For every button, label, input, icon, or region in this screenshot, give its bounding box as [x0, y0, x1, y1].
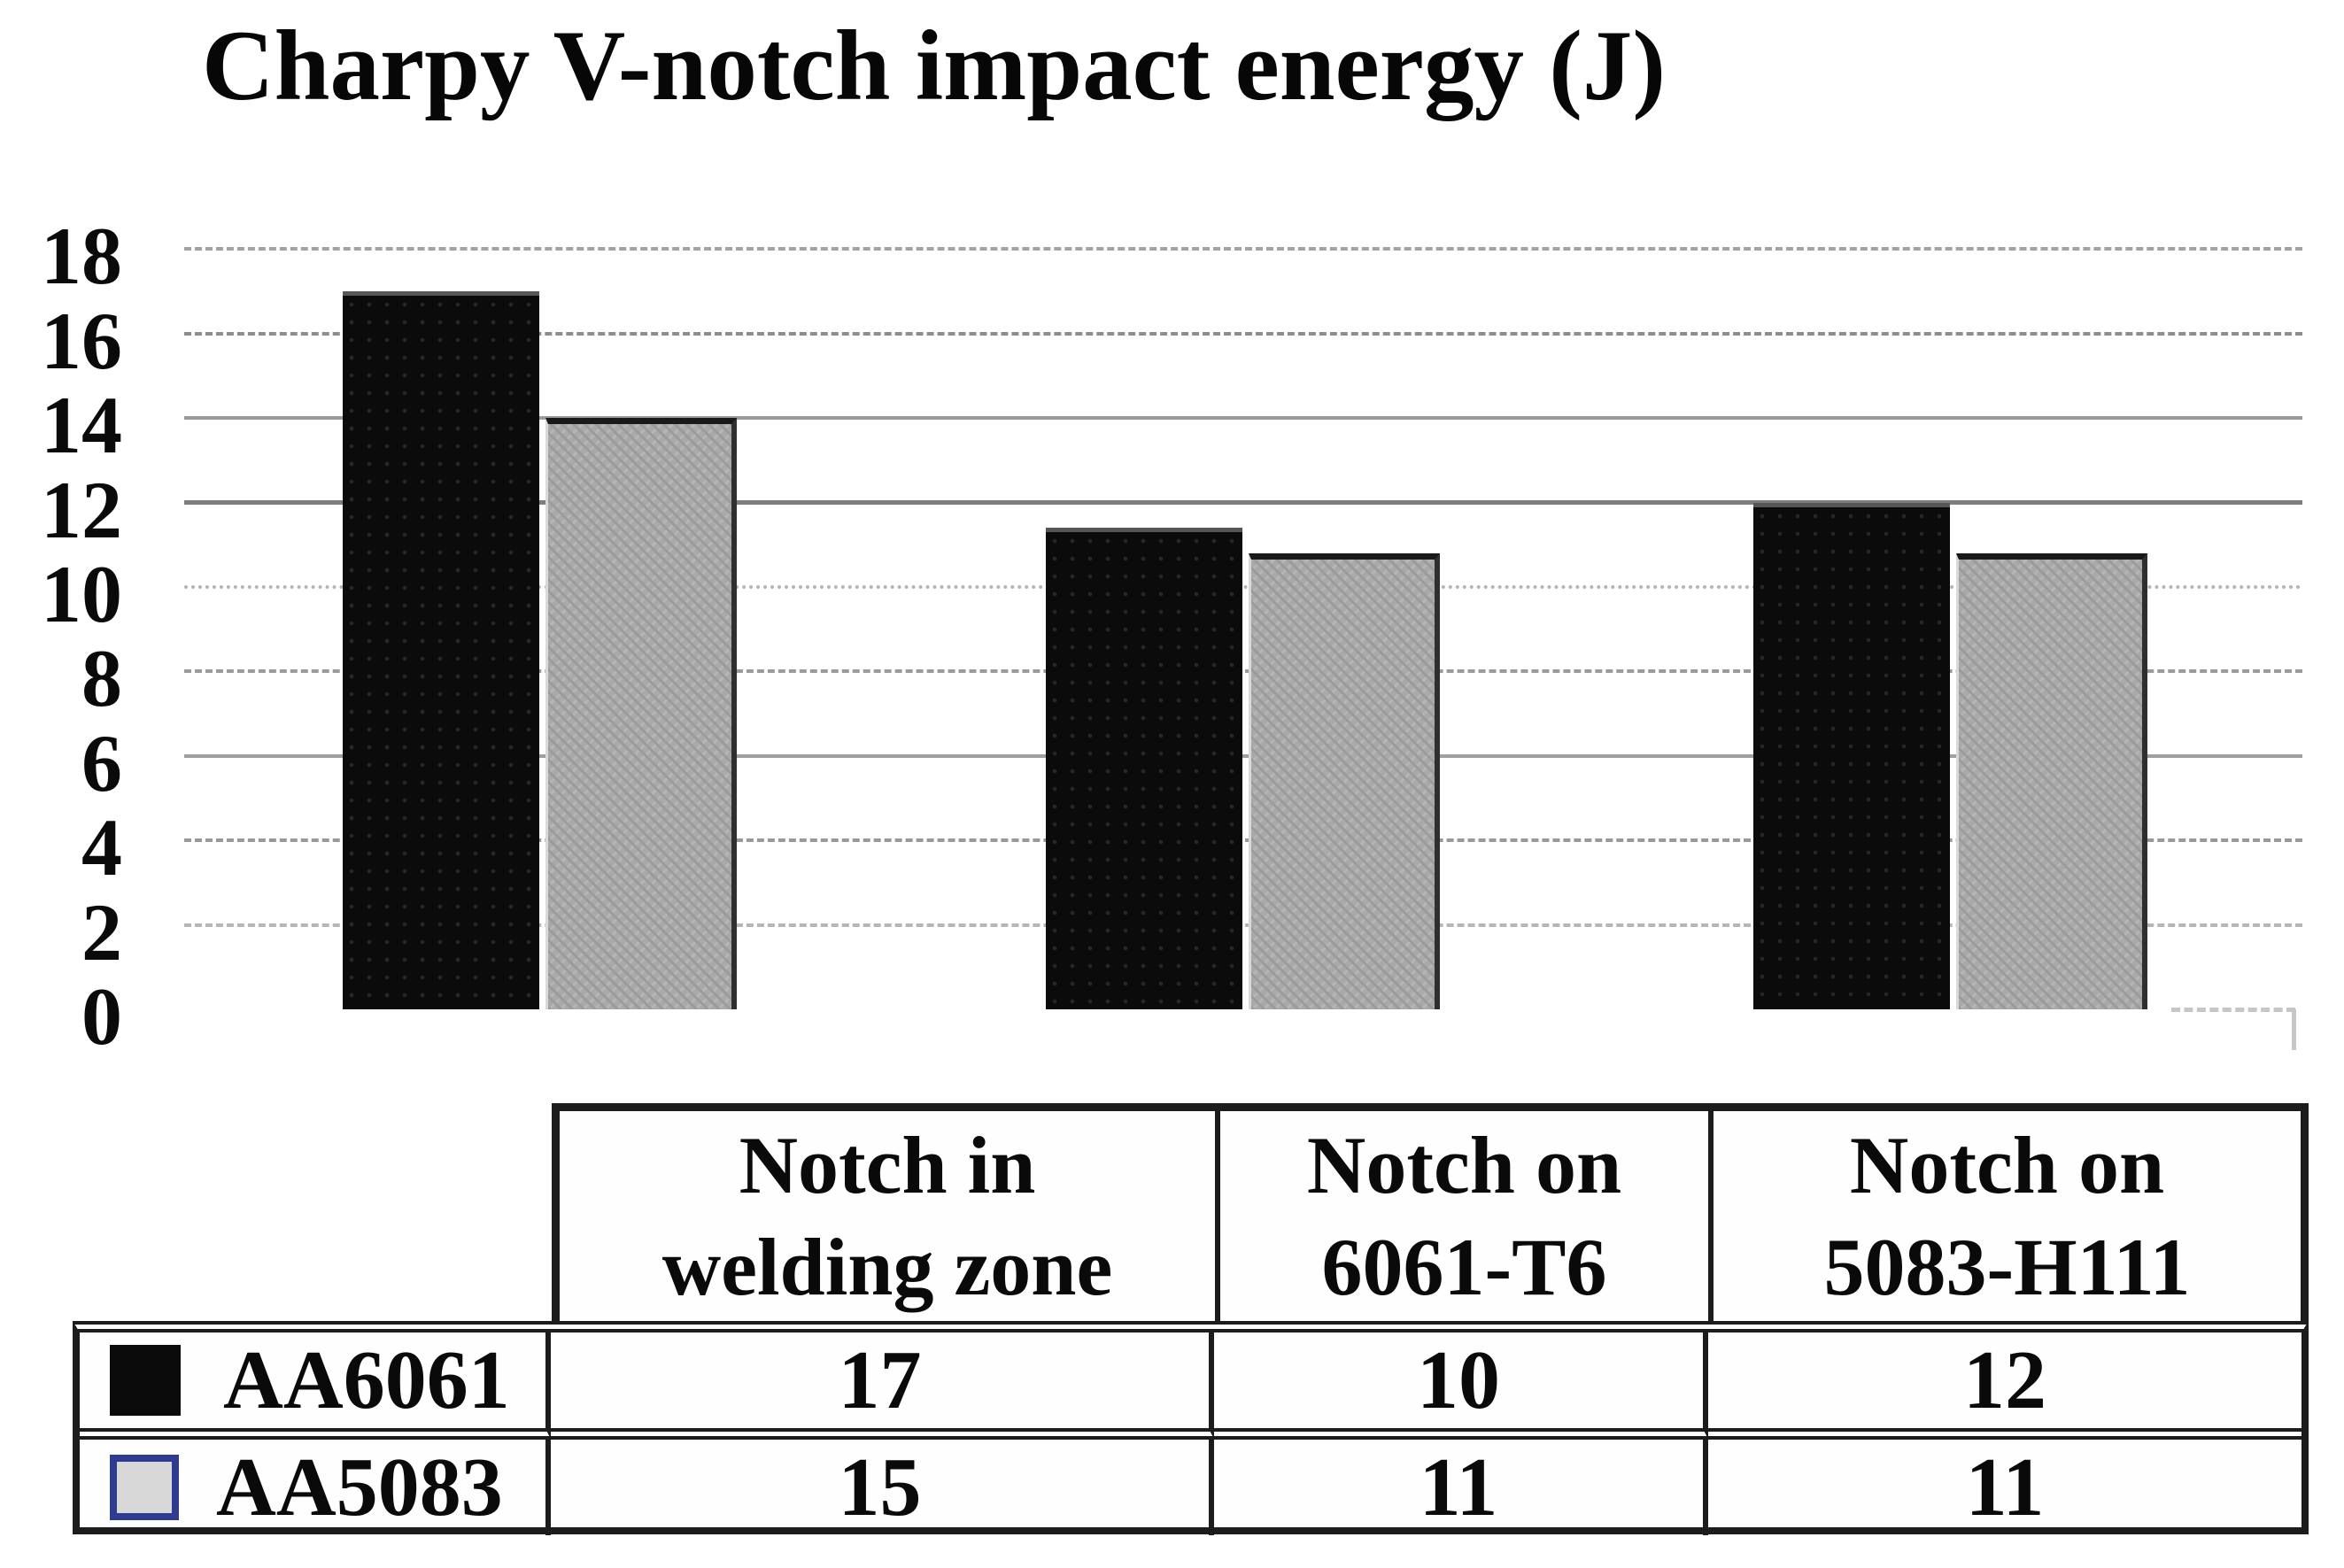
bar-aa5083-group2 [1249, 553, 1440, 1009]
y-tick-label-18: 18 [41, 211, 122, 301]
gridline-y8 [184, 669, 2302, 673]
y-tick-label-16: 16 [41, 296, 122, 386]
legend-swatch-aa6061 [110, 1345, 181, 1416]
y-tick-label-2: 2 [81, 887, 122, 977]
y-tick-label-6: 6 [81, 718, 122, 808]
table-value-aa5083-col2: 11 [1214, 1440, 1708, 1535]
gridline-y10 [184, 585, 2302, 589]
table-header-cell-2: Notch on 6061-T6 [1220, 1111, 1714, 1321]
series-label: AA5083 [216, 1441, 503, 1533]
table-header-cell-3: Notch on 5083-H111 [1714, 1111, 2301, 1321]
legend-swatch-aa5083 [110, 1455, 179, 1520]
plot-corner-artifact-horizontal [2171, 1008, 2295, 1012]
plot-corner-artifact-vertical [2292, 1009, 2296, 1050]
gridline-y6 [184, 754, 2302, 758]
table-value-aa6061-col1: 17 [551, 1332, 1214, 1440]
table-value-aa5083-col3: 11 [1965, 1441, 2045, 1533]
header-line2: 6061-T6 [1321, 1221, 1607, 1312]
gridline-y12 [184, 500, 2302, 505]
y-tick-label-0: 0 [81, 971, 122, 1062]
table-value-aa5083-col1: 15 [551, 1440, 1214, 1535]
chart-title: Charpy V-notch impact energy (J) [202, 11, 1666, 121]
bar-aa5083-group1 [545, 418, 737, 1009]
series-label: AA6061 [223, 1334, 510, 1426]
table-body: AA6061 17 10 12 AA5083 15 11 11 [73, 1321, 2309, 1535]
y-tick-label-12: 12 [41, 465, 122, 555]
bar-aa6061-group3 [1753, 503, 1950, 1009]
gridline-y14 [184, 416, 2302, 420]
header-line1: Notch in [739, 1119, 1036, 1210]
data-table: Notch in welding zone Notch on 6061-T6 Notch… [73, 1103, 2309, 1535]
y-tick-label-10: 10 [41, 549, 122, 639]
header-line2: welding zone [661, 1221, 1113, 1312]
y-tick-label-8: 8 [81, 633, 122, 723]
y-tick-label-4: 4 [81, 802, 122, 892]
y-tick-label-14: 14 [41, 380, 122, 470]
table-header-cell-1: Notch in welding zone [560, 1111, 1220, 1321]
gridline-y2 [184, 923, 2302, 927]
gridline-y16 [184, 332, 2302, 336]
bar-aa5083-group3 [1956, 553, 2147, 1009]
header-line2: 5083-H111 [1823, 1221, 2191, 1312]
bar-aa6061-group2 [1046, 528, 1242, 1009]
table-header-row: Notch in welding zone Notch on 6061-T6 Notch… [552, 1103, 2309, 1321]
header-line1: Notch on [1306, 1119, 1622, 1210]
table-value-aa6061-col2: 10 [1214, 1332, 1708, 1440]
bar-aa6061-group1 [343, 291, 539, 1009]
legend-cell-aa5083: AA5083 [80, 1440, 551, 1535]
gridline-y4 [184, 838, 2302, 842]
legend-cell-aa6061: AA6061 [80, 1332, 551, 1440]
header-line1: Notch on [1849, 1119, 2165, 1210]
gridline-y18 [184, 247, 2302, 251]
table-value-aa6061-col3: 12 [1708, 1332, 2301, 1440]
